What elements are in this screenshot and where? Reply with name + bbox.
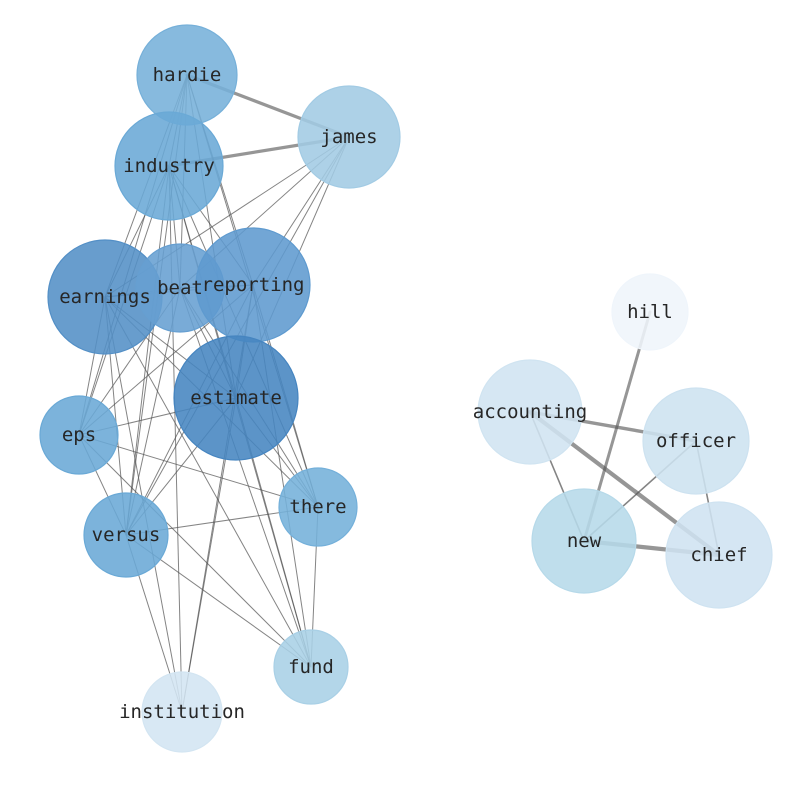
graph-node-industry[interactable] bbox=[114, 111, 224, 221]
graph-node-reporting[interactable] bbox=[195, 227, 311, 343]
graph-node-versus[interactable] bbox=[83, 492, 169, 578]
graph-node-fund[interactable] bbox=[273, 629, 349, 705]
graph-node-hardie[interactable] bbox=[136, 24, 238, 126]
graph-node-estimate[interactable] bbox=[173, 335, 299, 461]
graph-node-eps[interactable] bbox=[39, 395, 119, 475]
graph-node-hill[interactable] bbox=[611, 273, 689, 351]
graph-edge bbox=[78, 434, 312, 668]
graph-node-new[interactable] bbox=[531, 488, 637, 594]
graph-edge bbox=[78, 434, 319, 508]
graph-node-officer[interactable] bbox=[642, 387, 750, 495]
graph-node-institution[interactable] bbox=[141, 671, 223, 753]
node-layer bbox=[39, 24, 773, 753]
graph-edge bbox=[104, 296, 312, 668]
graph-node-there[interactable] bbox=[278, 467, 358, 547]
graph-edge bbox=[125, 165, 170, 536]
graph-node-accounting[interactable] bbox=[477, 359, 583, 465]
graph-node-chief[interactable] bbox=[665, 501, 773, 609]
graph-node-james[interactable] bbox=[297, 85, 401, 189]
